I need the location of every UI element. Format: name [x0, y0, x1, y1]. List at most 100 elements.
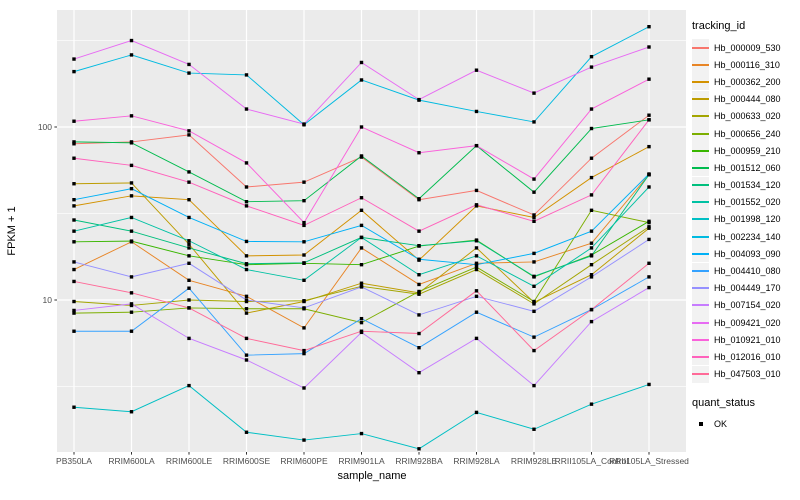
legend-color-line-icon [692, 98, 709, 101]
legend-color-line-icon [692, 355, 709, 358]
data-point [589, 273, 594, 277]
data-point [302, 122, 306, 126]
data-point [417, 273, 421, 277]
data-point [244, 353, 249, 357]
data-point [302, 438, 306, 442]
legend-item: Hb_000959_210 [692, 142, 800, 160]
data-point [302, 240, 306, 244]
data-point [359, 154, 364, 158]
data-point [474, 265, 479, 269]
data-point [302, 299, 306, 303]
data-point [187, 129, 191, 133]
legend-item-label: Hb_009421_020 [714, 317, 781, 328]
legend-key [692, 210, 709, 228]
data-point [129, 229, 134, 233]
data-point [474, 203, 479, 207]
data-point [244, 200, 249, 204]
legend-key [692, 296, 709, 314]
legend-item-label: Hb_000444_080 [714, 94, 781, 105]
data-point [72, 182, 76, 186]
legend-key [692, 193, 709, 211]
legend-item: Hb_012016_010 [692, 348, 800, 366]
legend-item: Hb_007154_020 [692, 296, 800, 314]
legend-color-line-icon [692, 235, 709, 238]
data-point [129, 186, 134, 191]
data-point [129, 275, 134, 279]
data-point [244, 262, 249, 266]
legend-item-label: Hb_004093_090 [714, 248, 781, 259]
data-point [187, 197, 191, 202]
y-tick-label: 100 [38, 122, 52, 132]
data-point [187, 298, 191, 302]
data-point [589, 254, 594, 258]
legend-item: Hb_000362_200 [692, 73, 800, 91]
legend-item: Hb_002234_140 [692, 228, 800, 246]
data-point [72, 197, 76, 202]
data-point [532, 177, 536, 181]
data-point [647, 261, 651, 265]
legend-item: Hb_001552_020 [692, 193, 800, 211]
data-point [359, 431, 364, 436]
data-point [589, 208, 594, 212]
x-tick-label: RRIM928LE [511, 456, 558, 466]
legend-key [692, 228, 709, 246]
data-point [244, 185, 249, 189]
legend-color-line-icon [692, 149, 709, 152]
legend-items: Hb_000009_530 Hb_000116_310 Hb_000362_200 H… [692, 39, 800, 383]
data-point [244, 311, 249, 315]
data-point [244, 358, 249, 362]
data-point [72, 142, 76, 146]
data-point [359, 246, 364, 250]
x-axis-title: sample_name [337, 470, 406, 482]
data-point [72, 229, 76, 233]
legend-color-line-icon [692, 338, 709, 341]
data-point [474, 68, 479, 72]
data-point [187, 215, 191, 220]
data-point [647, 113, 651, 117]
legend-key [692, 56, 709, 74]
data-point [417, 151, 421, 155]
data-point [532, 215, 536, 220]
legend-color-line-icon [692, 63, 709, 66]
x-tick-label: RRIM928LA [453, 456, 500, 466]
data-point [187, 254, 191, 258]
legend-key [692, 365, 709, 383]
legend-key [692, 245, 709, 263]
legend-key [692, 107, 709, 125]
data-point [532, 427, 536, 431]
legend-key [692, 415, 709, 433]
data-point [359, 60, 364, 65]
data-point [187, 239, 191, 243]
data-point [589, 54, 594, 59]
legend-item: Hb_001512_060 [692, 159, 800, 177]
data-point [244, 204, 249, 208]
plot-area: PB350LA RRIM600LA RRIM600LE RRIM600SE RRIM60… [38, 10, 689, 466]
data-point [187, 306, 191, 310]
data-point [129, 114, 134, 118]
data-point [359, 208, 364, 212]
data-point [359, 329, 364, 333]
data-point [647, 237, 651, 242]
data-point [244, 267, 249, 272]
legend-item: Hb_001534_120 [692, 176, 800, 194]
legend-item-label: Hb_007154_020 [714, 300, 781, 311]
data-point [647, 24, 651, 29]
data-point [589, 156, 594, 160]
data-point [359, 316, 364, 321]
data-point [302, 253, 306, 257]
data-point [359, 285, 364, 289]
legend-item: Hb_004449_170 [692, 279, 800, 297]
legend-title-quant-status: quant_status [692, 396, 755, 409]
data-point [589, 319, 594, 324]
legend-color-line-icon [692, 270, 709, 273]
legend-key [692, 314, 709, 332]
data-point [302, 261, 306, 265]
data-point [187, 62, 191, 67]
data-point [417, 370, 421, 375]
data-point [72, 260, 76, 264]
legend-item-label: Hb_001552_020 [714, 197, 781, 208]
data-point [244, 294, 249, 299]
data-point [187, 278, 191, 282]
data-point [647, 118, 651, 122]
data-point [417, 97, 421, 102]
